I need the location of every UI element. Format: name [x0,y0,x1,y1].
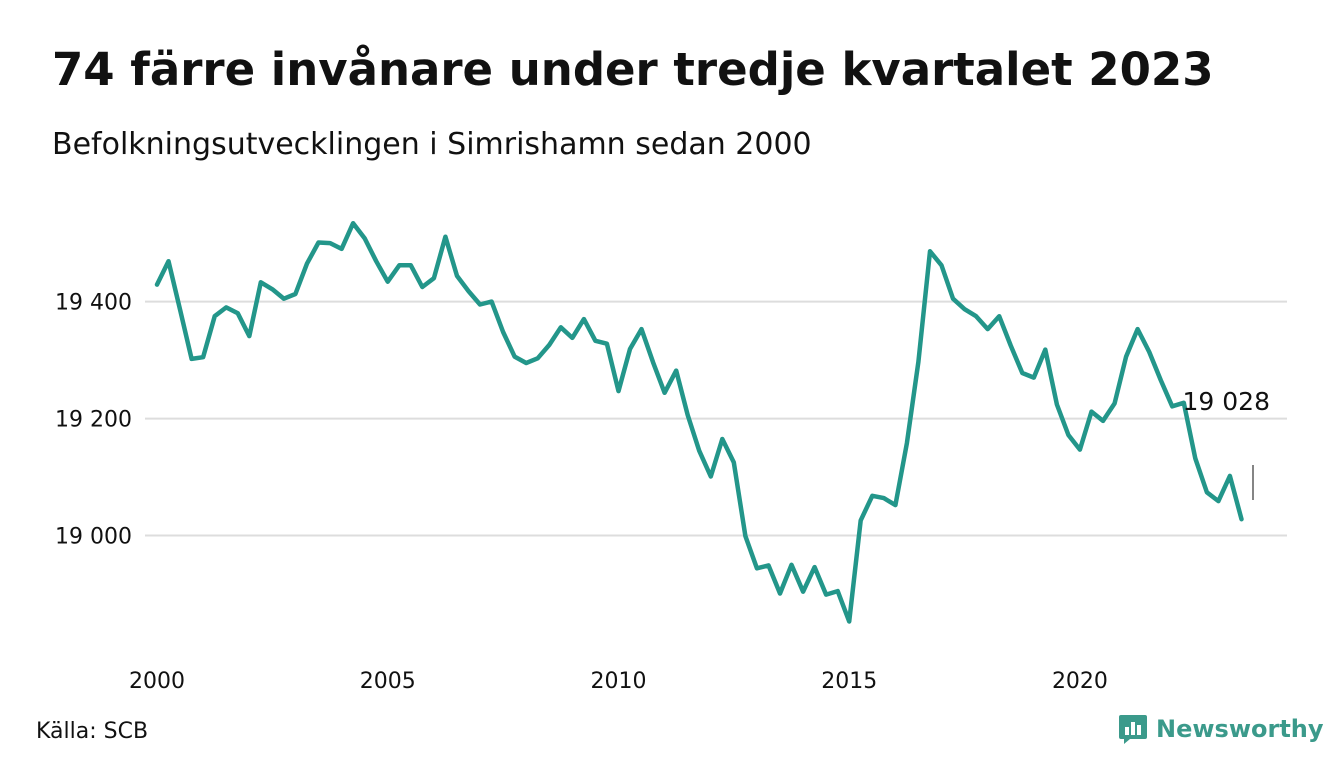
y-tick-label: 19 400 [55,291,132,316]
newsworthy-logo-icon [1119,715,1147,744]
series-line [154,220,1244,624]
y-axis-ticks: 19 000 19 200 19 400 [55,291,132,550]
source-note: Källa: SCB [36,719,149,744]
x-tick-label: 2010 [590,669,646,694]
annotation-label: 19 028 [1183,387,1270,416]
brand-name: Newsworthy [1156,715,1324,743]
grid-lines [145,300,1287,537]
x-tick-label: 2020 [1052,669,1108,694]
brand-logo[interactable]: Newsworthy [1118,712,1324,746]
chart-title: 74 färre invånare under tredje kvartalet… [52,43,1214,96]
x-tick-label: 2005 [360,669,416,694]
x-tick-label: 2000 [129,669,185,694]
y-tick-label: 19 200 [55,408,132,433]
x-tick-label: 2015 [821,669,877,694]
x-axis-ticks: 2000 2005 2010 2015 2020 [129,669,1108,694]
y-tick-label: 19 000 [55,525,132,550]
chart-subtitle: Befolkningsutvecklingen i Simrishamn sed… [52,127,812,162]
